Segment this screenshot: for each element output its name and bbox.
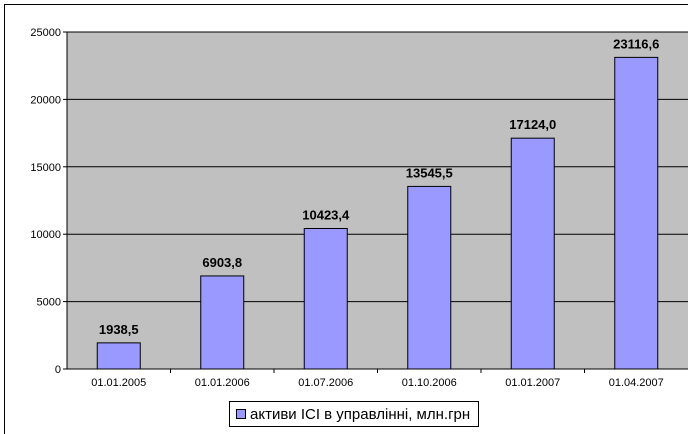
data-label: 17124,0 <box>509 117 556 132</box>
y-tick-label: 10000 <box>30 229 61 241</box>
bar <box>97 343 140 369</box>
data-label: 6903,8 <box>202 255 242 270</box>
y-tick-label: 20000 <box>30 94 61 106</box>
bar <box>408 186 451 369</box>
y-tick-label: 25000 <box>30 27 61 39</box>
bar <box>304 228 347 369</box>
x-tick-label: 01.07.2006 <box>298 377 353 389</box>
x-tick-label: 01.01.2006 <box>195 377 250 389</box>
bar <box>615 57 658 369</box>
y-tick-label: 5000 <box>37 297 61 309</box>
legend-label: активи ІСІ в управлінні, млн.грн <box>250 406 470 423</box>
x-tick-label: 01.01.2007 <box>505 377 560 389</box>
legend-swatch <box>236 409 246 419</box>
data-label: 1938,5 <box>99 322 139 337</box>
legend: активи ІСІ в управлінні, млн.грн <box>229 401 479 427</box>
x-tick-label: 01.01.2005 <box>91 377 146 389</box>
x-tick-label: 01.04.2007 <box>609 377 664 389</box>
data-label: 10423,4 <box>302 207 350 222</box>
bar <box>511 138 554 369</box>
data-label: 23116,6 <box>613 36 659 51</box>
data-label: 13545,5 <box>406 165 453 180</box>
bar <box>201 276 244 369</box>
x-tick-label: 01.10.2006 <box>402 377 457 389</box>
plot-area <box>67 32 688 369</box>
y-tick-label: 15000 <box>30 162 61 174</box>
y-tick-label: 0 <box>55 364 61 376</box>
